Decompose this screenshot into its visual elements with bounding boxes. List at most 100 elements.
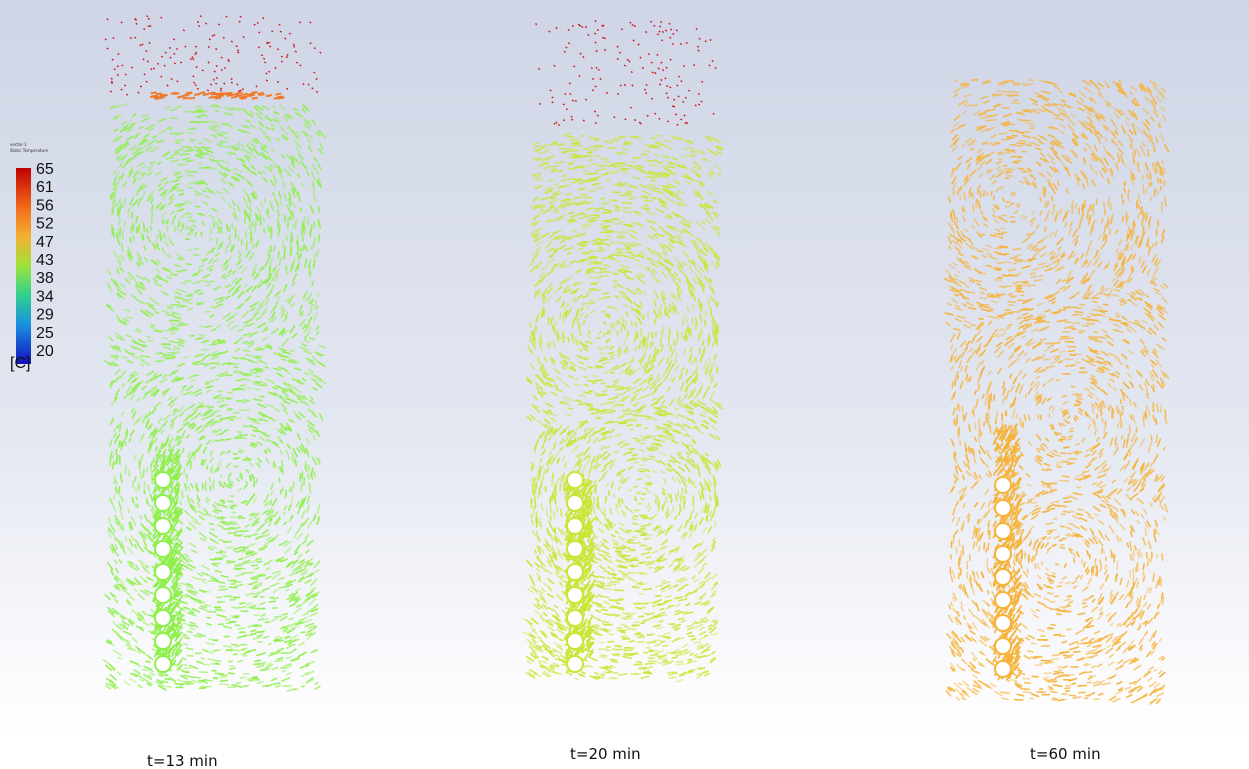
vector-arrow xyxy=(113,426,117,433)
vector-arrow xyxy=(152,135,157,139)
vector-arrow xyxy=(242,36,245,39)
vector-arrow xyxy=(166,624,173,631)
vector-arrow xyxy=(164,269,173,274)
vector-arrow xyxy=(587,218,595,221)
vector-arrow xyxy=(208,531,218,538)
vector-arrow xyxy=(245,250,251,258)
vector-arrow xyxy=(545,218,551,223)
vector-arrow xyxy=(215,82,218,85)
vector-arrow xyxy=(188,664,199,670)
vector-arrow xyxy=(283,250,286,260)
vector-arrow xyxy=(284,381,291,387)
vector-arrow xyxy=(657,309,661,319)
vector-arrow xyxy=(171,454,178,463)
vector-arrow xyxy=(295,500,301,508)
vector-arrow xyxy=(667,183,677,188)
vector-arrow xyxy=(293,551,299,556)
vector-arrow xyxy=(159,378,168,384)
vector-arrow xyxy=(593,281,599,285)
vector-arrow xyxy=(631,585,637,588)
vector-arrow xyxy=(286,443,291,449)
vector-arrow xyxy=(151,505,154,510)
vector-arrow xyxy=(110,80,114,83)
vector-arrow xyxy=(626,246,631,249)
vector-arrow xyxy=(272,105,277,110)
vector-arrow xyxy=(105,685,112,690)
vector-arrow xyxy=(593,672,599,675)
vector-arrow xyxy=(282,629,291,633)
vector-arrow xyxy=(118,440,121,448)
vector-arrow xyxy=(208,638,218,642)
vector-arrow xyxy=(176,175,184,179)
vector-arrow xyxy=(193,81,196,84)
vector-arrow xyxy=(265,663,274,669)
vector-arrow xyxy=(174,542,179,549)
vector-arrow xyxy=(227,521,233,525)
vector-arrow xyxy=(235,435,242,439)
vector-arrow xyxy=(717,300,720,306)
vector-arrow xyxy=(194,392,203,397)
vector-arrow xyxy=(599,403,606,406)
vector-arrow xyxy=(662,659,668,662)
vector-arrow xyxy=(137,397,141,402)
vector-arrow xyxy=(136,355,145,362)
vector-arrow xyxy=(209,154,215,158)
vector-arrow xyxy=(183,355,190,359)
vector-arrow xyxy=(261,336,269,341)
vector-arrow xyxy=(211,355,219,360)
vector-arrow xyxy=(708,510,712,517)
vector-arrow xyxy=(160,191,167,197)
vector-arrow xyxy=(116,153,123,162)
vector-arrow xyxy=(701,507,704,514)
vector-arrow xyxy=(238,302,244,309)
vector-arrow xyxy=(113,559,118,564)
vector-arrow xyxy=(226,315,234,322)
vector-arrow xyxy=(251,285,258,293)
vector-arrow xyxy=(290,559,299,565)
vector-arrow xyxy=(206,412,215,418)
vector-arrow xyxy=(147,171,153,176)
vector-arrow xyxy=(248,512,255,517)
vector-arrow xyxy=(596,618,603,622)
vector-arrow xyxy=(197,269,203,272)
vector-arrow xyxy=(134,36,137,39)
vector-arrow xyxy=(206,418,215,425)
vector-arrow xyxy=(161,449,167,458)
vector-arrow xyxy=(193,374,199,377)
vector-arrow xyxy=(286,87,289,90)
vector-arrow xyxy=(622,201,633,205)
vector-arrow xyxy=(239,610,248,613)
vector-arrow xyxy=(174,296,185,300)
vector-arrow xyxy=(204,325,213,329)
vector-arrow xyxy=(250,576,256,580)
vector-arrow xyxy=(264,516,270,522)
vector-arrow xyxy=(295,588,301,592)
vector-arrow xyxy=(137,617,142,622)
vector-arrow xyxy=(174,453,181,461)
vector-arrow xyxy=(121,120,127,126)
vector-arrow xyxy=(245,592,254,597)
vector-arrow xyxy=(226,450,231,454)
vector-arrow xyxy=(280,330,286,336)
vector-arrow xyxy=(622,242,628,245)
vector-arrow xyxy=(536,373,544,382)
vector-arrow xyxy=(163,345,172,350)
vector-arrow xyxy=(216,414,222,418)
vector-arrow xyxy=(174,506,179,515)
vector-arrow xyxy=(242,148,249,154)
vector-arrow xyxy=(310,470,314,481)
vector-arrow xyxy=(166,253,172,259)
vector-arrow xyxy=(198,515,205,521)
vector-arrow xyxy=(616,550,623,553)
vector-arrow xyxy=(253,533,259,537)
vector-arrow xyxy=(166,351,177,355)
vector-arrow xyxy=(610,199,618,202)
vector-arrow xyxy=(207,547,215,551)
vector-arrow xyxy=(296,381,304,385)
vector-arrow xyxy=(231,288,238,296)
vector-arrow xyxy=(140,530,146,541)
vector-arrow xyxy=(672,137,680,141)
vector-arrow xyxy=(127,546,135,556)
vector-arrow xyxy=(219,675,227,679)
vector-arrow xyxy=(311,594,318,598)
